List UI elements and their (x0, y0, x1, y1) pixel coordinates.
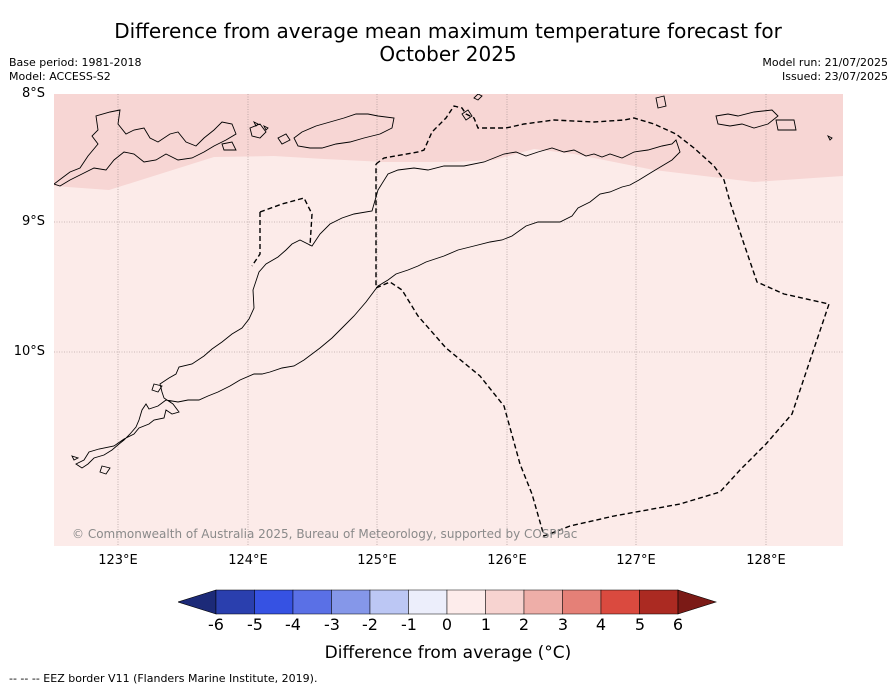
islet-11 (826, 134, 833, 141)
title-line-1: Difference from average mean maximum tem… (114, 19, 782, 43)
coastlines (54, 94, 833, 475)
title-line-2: October 2025 (379, 42, 517, 66)
colorbar-segment (254, 589, 294, 615)
alor-coastline (54, 109, 237, 187)
anomaly-zone-1-to-2 (54, 94, 843, 190)
colorbar-segment (523, 589, 563, 615)
babar-coastline (715, 109, 779, 129)
forecast-map (54, 94, 843, 546)
colorbar-segment (446, 589, 486, 615)
colorbar-tick: 5 (634, 615, 646, 634)
issued-date: Issued: 23/07/2025 (781, 70, 888, 83)
lon-label-124e: 124°E (228, 553, 268, 568)
colorbar-segment (600, 589, 640, 615)
meta-right: Model run: 21/07/2025 Issued: 23/07/2025 (762, 56, 888, 84)
meta-left: Base period: 1981-2018 Model: ACCESS-S2 (9, 56, 141, 84)
colorbar-tick: -4 (285, 615, 301, 634)
lon-label-123e: 123°E (98, 553, 138, 568)
colorbar-tick: 0 (441, 615, 453, 634)
islet-12 (461, 109, 473, 121)
lon-label-127e: 127°E (616, 553, 656, 568)
colorbar-segment (562, 589, 602, 615)
colorbar-segment (639, 589, 679, 615)
islet-7 (262, 124, 269, 131)
timor-coastline (75, 139, 681, 469)
islet-9 (655, 95, 667, 109)
islet-5 (221, 141, 237, 151)
colorbar-tick: 1 (480, 615, 492, 634)
lon-label-125e: 125°E (357, 553, 397, 568)
colorbar-tick: -3 (324, 615, 340, 634)
model-run: Model run: 21/07/2025 (762, 56, 888, 69)
colorbar-tick: -1 (401, 615, 417, 634)
islet-10 (775, 119, 797, 131)
atauro-coastline (249, 123, 267, 139)
colorbar-tick: 4 (595, 615, 607, 634)
lat-label-9s: 9°S (21, 214, 45, 229)
colorbar-segment (408, 589, 448, 615)
islet-6 (252, 120, 259, 127)
colorbar-label: Difference from average (°C) (324, 643, 572, 663)
lon-label-126e: 126°E (487, 553, 527, 568)
islet-2 (71, 455, 80, 461)
islet-1 (99, 465, 111, 475)
colorbar-tick: -5 (247, 615, 263, 634)
eez-footnote: -- -- -- EEZ border V11 (Flanders Marine… (9, 672, 318, 685)
colorbar-segment (485, 589, 525, 615)
colorbar-extend-low (178, 589, 217, 615)
colorbar-extend-high (677, 589, 717, 615)
colorbar-tick: 2 (518, 615, 530, 634)
islet-8 (473, 94, 483, 101)
colorbar-tick: 3 (557, 615, 569, 634)
eez-border (251, 105, 830, 537)
colorbar-tick: -6 (208, 615, 224, 634)
islet-3 (151, 383, 163, 393)
wetar-coastline (293, 113, 395, 149)
colorbar (178, 589, 717, 615)
chart-title: Difference from average mean maximum tem… (0, 20, 896, 66)
base-period: Base period: 1981-2018 (9, 56, 142, 69)
colorbar-tick: -2 (362, 615, 378, 634)
lat-label-10s: 10°S (13, 344, 45, 359)
colorbar-tick: 6 (672, 615, 684, 634)
colorbar-segment (215, 589, 255, 615)
model-name: Model: ACCESS-S2 (9, 70, 111, 83)
lat-label-8s: 8°S (21, 86, 45, 101)
colorbar-segment (369, 589, 409, 615)
colorbar-segment (331, 589, 371, 615)
lon-label-128e: 128°E (746, 553, 786, 568)
islet-4 (277, 133, 291, 145)
copyright-notice: © Commonwealth of Australia 2025, Bureau… (72, 527, 578, 541)
colorbar-segment (292, 589, 332, 615)
